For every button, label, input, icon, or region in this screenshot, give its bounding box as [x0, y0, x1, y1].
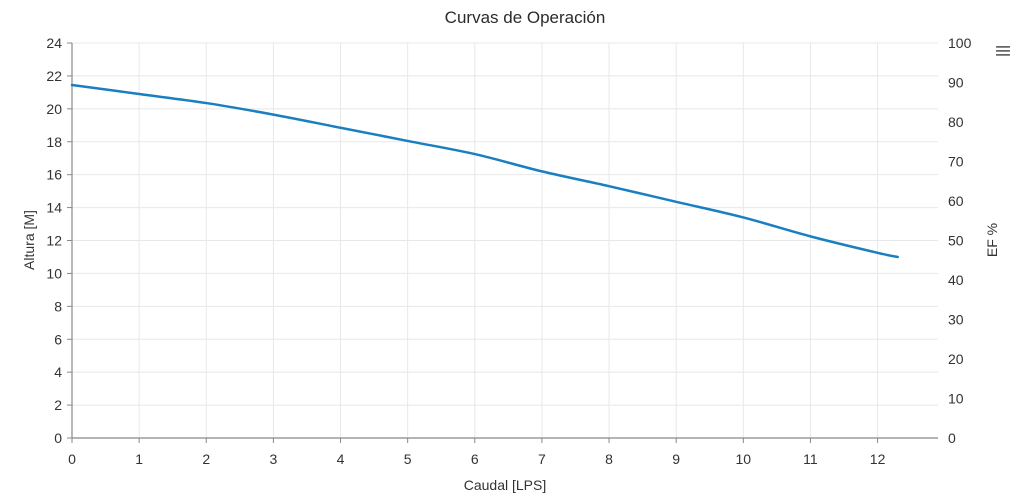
svg-text:20: 20: [948, 351, 964, 367]
svg-text:Curvas de Operación: Curvas de Operación: [445, 8, 606, 27]
svg-text:10: 10: [736, 451, 752, 467]
svg-text:18: 18: [46, 134, 62, 150]
svg-text:60: 60: [948, 193, 964, 209]
svg-text:6: 6: [471, 451, 479, 467]
svg-text:9: 9: [672, 451, 680, 467]
svg-text:1: 1: [135, 451, 143, 467]
svg-text:3: 3: [270, 451, 278, 467]
svg-text:EF %: EF %: [984, 223, 1000, 257]
svg-text:0: 0: [54, 430, 62, 446]
svg-text:20: 20: [46, 101, 62, 117]
svg-text:22: 22: [46, 68, 62, 84]
svg-text:7: 7: [538, 451, 546, 467]
svg-text:80: 80: [948, 114, 964, 130]
svg-text:70: 70: [948, 154, 964, 170]
svg-text:Altura [M]: Altura [M]: [21, 210, 37, 270]
svg-text:2: 2: [54, 397, 62, 413]
svg-text:30: 30: [948, 312, 964, 328]
svg-text:5: 5: [404, 451, 412, 467]
svg-text:12: 12: [46, 233, 62, 249]
svg-text:14: 14: [46, 200, 62, 216]
svg-text:0: 0: [948, 430, 956, 446]
svg-text:Caudal [LPS]: Caudal [LPS]: [464, 477, 547, 493]
svg-text:10: 10: [948, 391, 964, 407]
svg-text:4: 4: [54, 364, 62, 380]
svg-text:24: 24: [46, 35, 62, 51]
svg-text:0: 0: [68, 451, 76, 467]
svg-text:4: 4: [337, 451, 345, 467]
svg-text:2: 2: [202, 451, 210, 467]
svg-text:8: 8: [54, 298, 62, 314]
svg-text:16: 16: [46, 167, 62, 183]
svg-text:8: 8: [605, 451, 613, 467]
svg-text:6: 6: [54, 331, 62, 347]
svg-text:90: 90: [948, 75, 964, 91]
svg-text:40: 40: [948, 272, 964, 288]
svg-text:11: 11: [803, 451, 818, 467]
svg-text:12: 12: [870, 451, 886, 467]
svg-text:50: 50: [948, 233, 964, 249]
svg-text:10: 10: [46, 265, 62, 281]
svg-text:100: 100: [948, 35, 972, 51]
